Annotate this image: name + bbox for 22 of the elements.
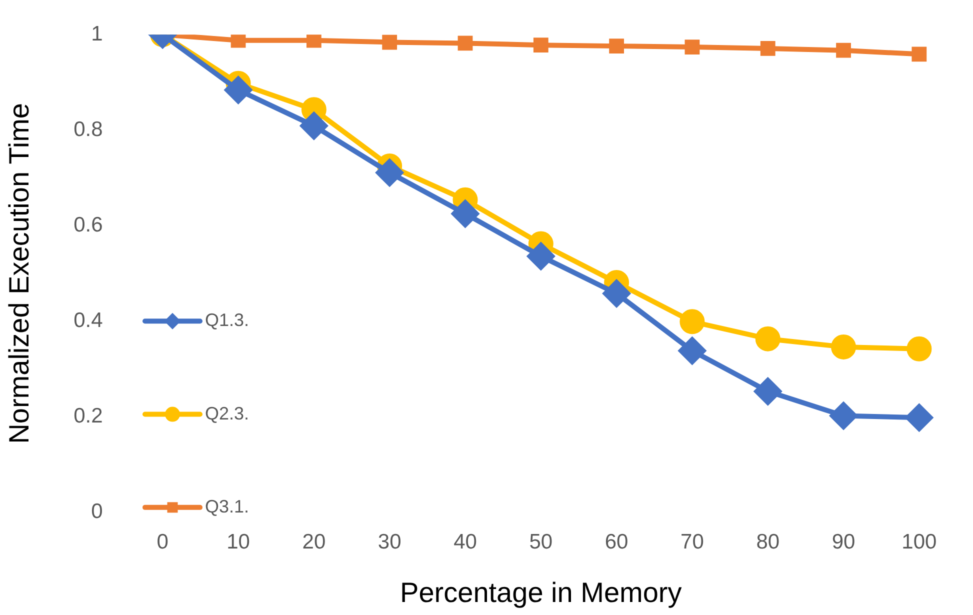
- y-tick-label: 0.2: [74, 404, 103, 428]
- legend-label: Q2.3.: [205, 403, 250, 424]
- y-axis-title: Normalized Execution Time: [4, 102, 35, 444]
- y-tick-label: 1: [91, 22, 103, 46]
- y-tick-label: 0.4: [74, 308, 104, 332]
- x-tick-label: 0: [156, 530, 168, 554]
- y-tick-label: 0.8: [74, 118, 103, 141]
- x-axis-title: Percentage in Memory: [400, 576, 682, 608]
- y-tick-label: 0.6: [74, 213, 103, 236]
- y-tick-label: 0: [91, 500, 103, 523]
- x-tick-label: 100: [902, 530, 937, 554]
- x-tick-label: 20: [302, 530, 326, 554]
- x-tick-label: 60: [604, 530, 628, 554]
- legend-label: Q1.3.: [205, 310, 250, 330]
- x-tick-label: 80: [756, 530, 780, 554]
- x-tick-label: 70: [680, 530, 704, 554]
- x-tick-label: 90: [832, 530, 856, 554]
- x-tick-label: 10: [226, 530, 250, 554]
- x-tick-label: 50: [529, 530, 553, 554]
- x-tick-label: 30: [378, 530, 402, 554]
- x-tick-label: 40: [454, 530, 477, 554]
- legend-label: Q3.1.: [205, 496, 250, 516]
